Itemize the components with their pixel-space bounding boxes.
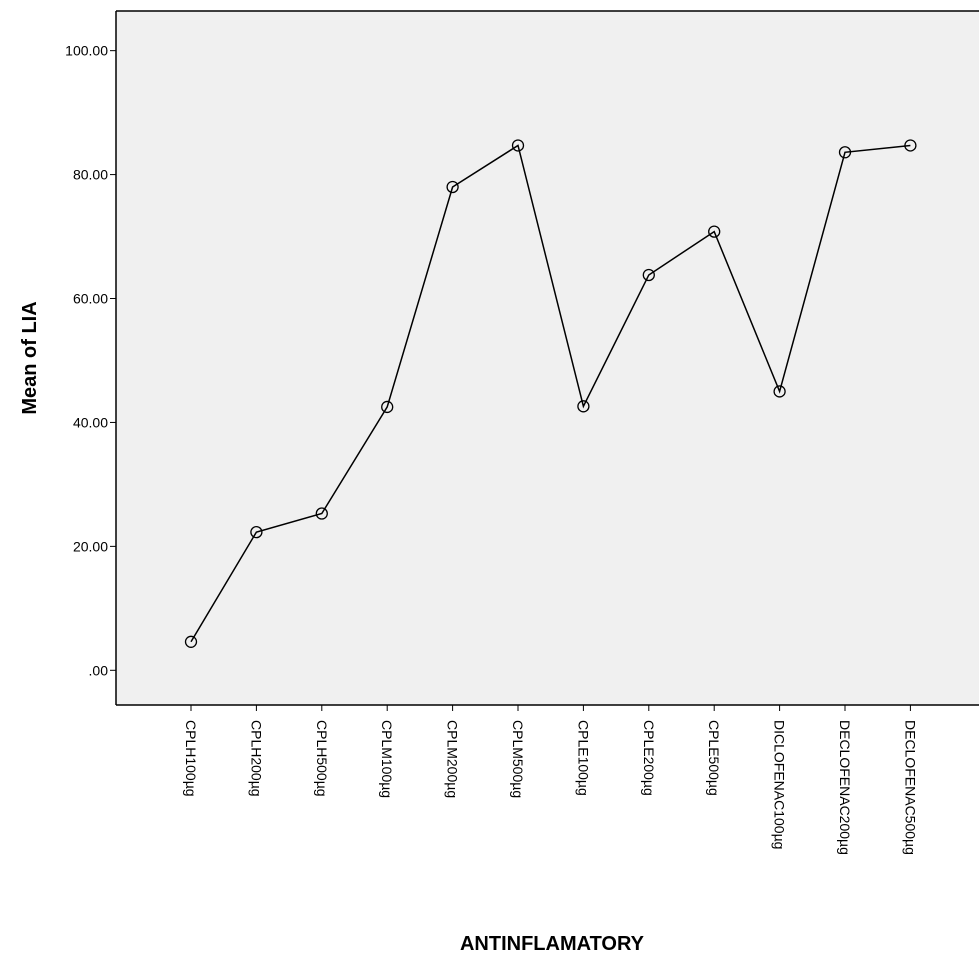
plot-area — [116, 11, 979, 705]
x-tick-label: CPLE500µg — [706, 720, 722, 796]
data-point — [577, 400, 590, 413]
x-tick-label: CPLH100µg — [183, 720, 199, 797]
data-point — [315, 507, 328, 520]
series-line — [190, 144, 911, 643]
data-point — [511, 139, 525, 152]
data-point — [446, 180, 459, 194]
data-point — [184, 635, 198, 648]
y-tick-label: 40.00 — [73, 414, 108, 430]
y-tick-label: .00 — [89, 662, 109, 678]
y-tick-label: 80.00 — [73, 167, 108, 183]
x-tick-label: DICLOFENAC100µg — [772, 720, 788, 849]
x-axis-ticks: CPLH100µg CPLH200µg CPLH500µg CPLM100µg CPLM… — [183, 705, 918, 855]
y-axis-ticks: .00 20.00 40.00 60.00 80.00 100.00 — [65, 43, 116, 678]
data-point — [642, 268, 655, 282]
data-point — [708, 225, 721, 238]
y-tick-label: 20.00 — [73, 538, 108, 554]
x-axis-title: ANTINFLAMATORY — [460, 933, 645, 955]
x-tick-label: CPLM500µg — [510, 720, 526, 798]
data-points — [184, 139, 917, 648]
data-point — [904, 139, 917, 152]
data-point — [381, 400, 394, 414]
x-tick-label: CPLM100µg — [379, 720, 395, 798]
y-tick-label: 60.00 — [73, 291, 108, 307]
data-point — [838, 146, 852, 159]
y-tick-label: 100.00 — [65, 43, 108, 59]
x-tick-label: DECLOFENAC200µg — [837, 720, 853, 855]
y-axis-title: Mean of LIA — [19, 301, 41, 414]
x-tick-label: CPLM200µg — [445, 720, 461, 798]
x-tick-label: CPLE200µg — [641, 720, 657, 796]
x-tick-label: DECLOFENAC500µg — [902, 720, 918, 855]
data-point — [250, 525, 263, 539]
x-tick-label: CPLE100µg — [575, 720, 591, 796]
x-tick-label: CPLH200µg — [248, 720, 264, 797]
x-tick-label: CPLH500µg — [314, 720, 330, 797]
data-point — [773, 385, 786, 398]
